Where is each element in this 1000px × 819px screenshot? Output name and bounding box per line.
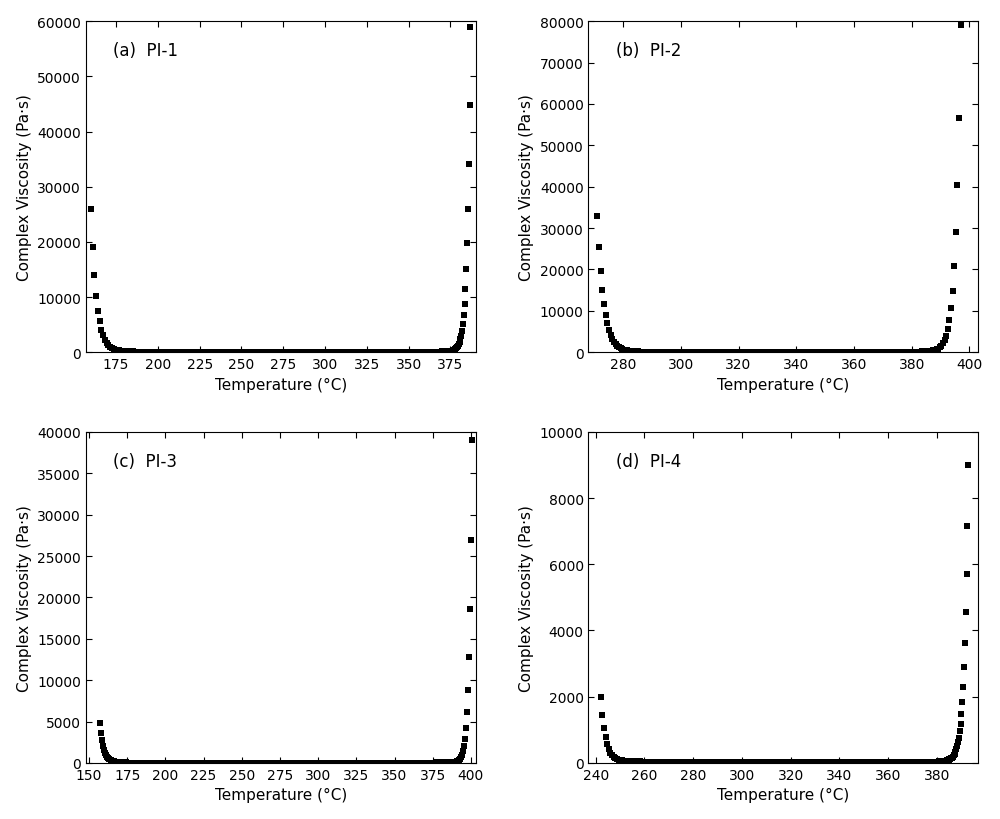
Text: (d)  PI-4: (d) PI-4 [616,452,681,470]
Text: (c)  PI-3: (c) PI-3 [113,452,177,470]
X-axis label: Temperature (°C): Temperature (°C) [717,378,849,392]
Y-axis label: Complex Viscosity (Pa·s): Complex Viscosity (Pa·s) [519,94,534,281]
Y-axis label: Complex Viscosity (Pa·s): Complex Viscosity (Pa·s) [519,505,534,691]
Text: (a)  PI-1: (a) PI-1 [113,42,178,60]
X-axis label: Temperature (°C): Temperature (°C) [215,378,347,392]
X-axis label: Temperature (°C): Temperature (°C) [717,787,849,803]
Text: (b)  PI-2: (b) PI-2 [616,42,681,60]
Y-axis label: Complex Viscosity (Pa·s): Complex Viscosity (Pa·s) [17,94,32,281]
X-axis label: Temperature (°C): Temperature (°C) [215,787,347,803]
Y-axis label: Complex Viscosity (Pa·s): Complex Viscosity (Pa·s) [17,505,32,691]
